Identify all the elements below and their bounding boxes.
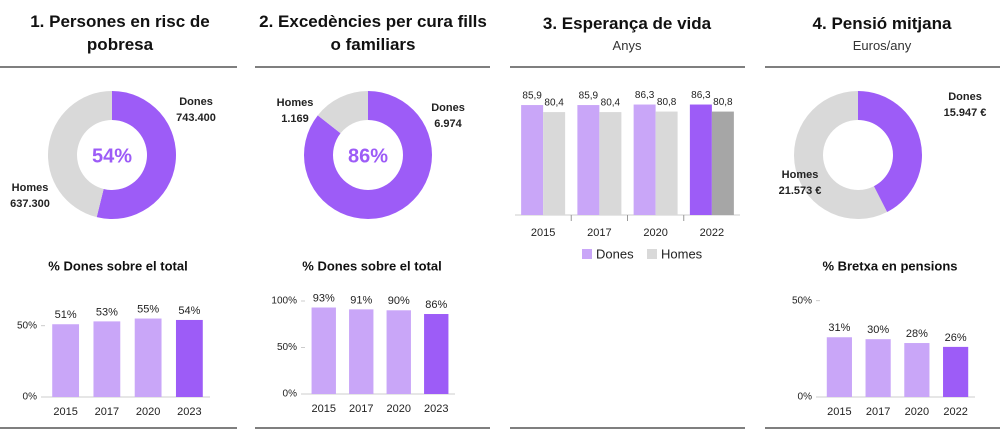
value-label: 80,8 [713, 97, 733, 108]
donut-slice [48, 91, 112, 218]
value-label: 80,8 [657, 97, 677, 108]
value-label: 26% [945, 332, 967, 344]
donut-slice [96, 91, 177, 220]
x-tick-label: 2017 [866, 406, 890, 418]
x-tick-label: 2020 [136, 406, 160, 418]
x-tick-label: 2020 [643, 227, 667, 239]
bar [904, 343, 930, 397]
bar [577, 105, 600, 215]
x-tick-label: 2022 [700, 227, 724, 239]
chart-subtitle: % Dones sobre el total [302, 258, 441, 273]
chart-title: 2. Excedències per cura fills o familiar… [259, 12, 487, 54]
chart-subtitle: % Dones sobre el total [48, 258, 187, 273]
bar [175, 319, 203, 397]
donut-slice [304, 91, 433, 219]
value-label: 93% [313, 292, 335, 304]
slice-name: Homes [277, 97, 314, 109]
bar [521, 105, 544, 215]
value-label: 86,3 [691, 90, 711, 101]
slice-name: Homes [12, 182, 49, 194]
x-tick-label: 2015 [827, 406, 851, 418]
donut-slice [794, 91, 888, 219]
x-tick-label: 2017 [587, 227, 611, 239]
slice-value: 637.300 [10, 198, 50, 210]
value-label: 31% [828, 322, 850, 334]
slice-name: Homes [782, 169, 819, 181]
bar [386, 310, 411, 394]
bar [311, 307, 336, 394]
y-tick-label: 0% [798, 392, 813, 403]
bar [599, 112, 622, 215]
value-label: 90% [388, 295, 410, 307]
bar [543, 112, 566, 215]
value-label: 53% [96, 306, 118, 318]
chart-subtitle: Euros/any [852, 38, 912, 53]
x-tick-label: 2015 [53, 406, 77, 418]
bar [865, 339, 891, 397]
value-label: 54% [178, 305, 200, 317]
chart-title: 4. Pensió mitjana [812, 14, 952, 33]
bar [943, 346, 969, 397]
bar [349, 309, 374, 394]
value-label: 85,9 [522, 91, 542, 102]
value-label: 86,3 [635, 90, 655, 101]
y-tick-label: 100% [271, 296, 297, 307]
chart-subtitle: % Bretxa en pensions [822, 258, 957, 273]
slice-name: Dones [431, 102, 465, 114]
chart-title: 3. Esperança de vida [542, 14, 712, 33]
y-tick-label: 0% [23, 392, 38, 403]
bar [52, 324, 80, 397]
legend-swatch [582, 249, 592, 259]
x-tick-label: 2023 [177, 406, 201, 418]
bar [93, 321, 121, 397]
value-label: 80,4 [601, 98, 621, 109]
legend-label: Homes [661, 246, 703, 261]
value-label: 80,4 [544, 98, 564, 109]
x-tick-label: 2023 [424, 403, 448, 415]
donut-slice [317, 91, 368, 134]
x-tick-label: 2017 [349, 403, 373, 415]
bar [826, 337, 852, 397]
x-tick-label: 2017 [95, 406, 119, 418]
y-tick-label: 0% [283, 389, 298, 400]
y-tick-label: 50% [277, 342, 297, 353]
x-tick-label: 2015 [312, 403, 336, 415]
bar [424, 314, 449, 394]
value-label: 51% [55, 309, 77, 321]
bar [655, 111, 678, 215]
y-tick-label: 50% [17, 320, 37, 331]
bar [711, 111, 734, 215]
x-tick-label: 2020 [905, 406, 929, 418]
slice-value: 21.573 € [779, 185, 822, 197]
center-label: 54% [92, 145, 132, 167]
bar [633, 104, 656, 215]
slice-value: 743.400 [176, 112, 216, 124]
chart-subtitle: Anys [612, 38, 642, 53]
value-label: 28% [906, 328, 928, 340]
x-tick-label: 2020 [387, 403, 411, 415]
y-tick-label: 50% [792, 295, 812, 306]
x-tick-label: 2022 [943, 406, 967, 418]
center-label: 86% [348, 145, 388, 167]
chart-title: 1. Persones en risc de pobresa [30, 12, 210, 54]
slice-value: 6.974 [434, 118, 462, 130]
value-label: 85,9 [579, 91, 599, 102]
slice-value: 15.947 € [944, 107, 987, 119]
legend-label: Dones [596, 246, 634, 261]
value-label: 91% [350, 294, 372, 306]
value-label: 86% [425, 299, 447, 311]
x-tick-label: 2015 [531, 227, 555, 239]
slice-name: Dones [948, 91, 982, 103]
bar [689, 104, 712, 215]
dividers [0, 66, 1000, 429]
bar [134, 318, 162, 397]
value-label: 30% [867, 324, 889, 336]
donut-slice [858, 91, 923, 213]
slice-name: Dones [179, 96, 213, 108]
slice-value: 1.169 [281, 113, 309, 125]
value-label: 55% [137, 303, 159, 315]
legend-swatch [647, 249, 657, 259]
